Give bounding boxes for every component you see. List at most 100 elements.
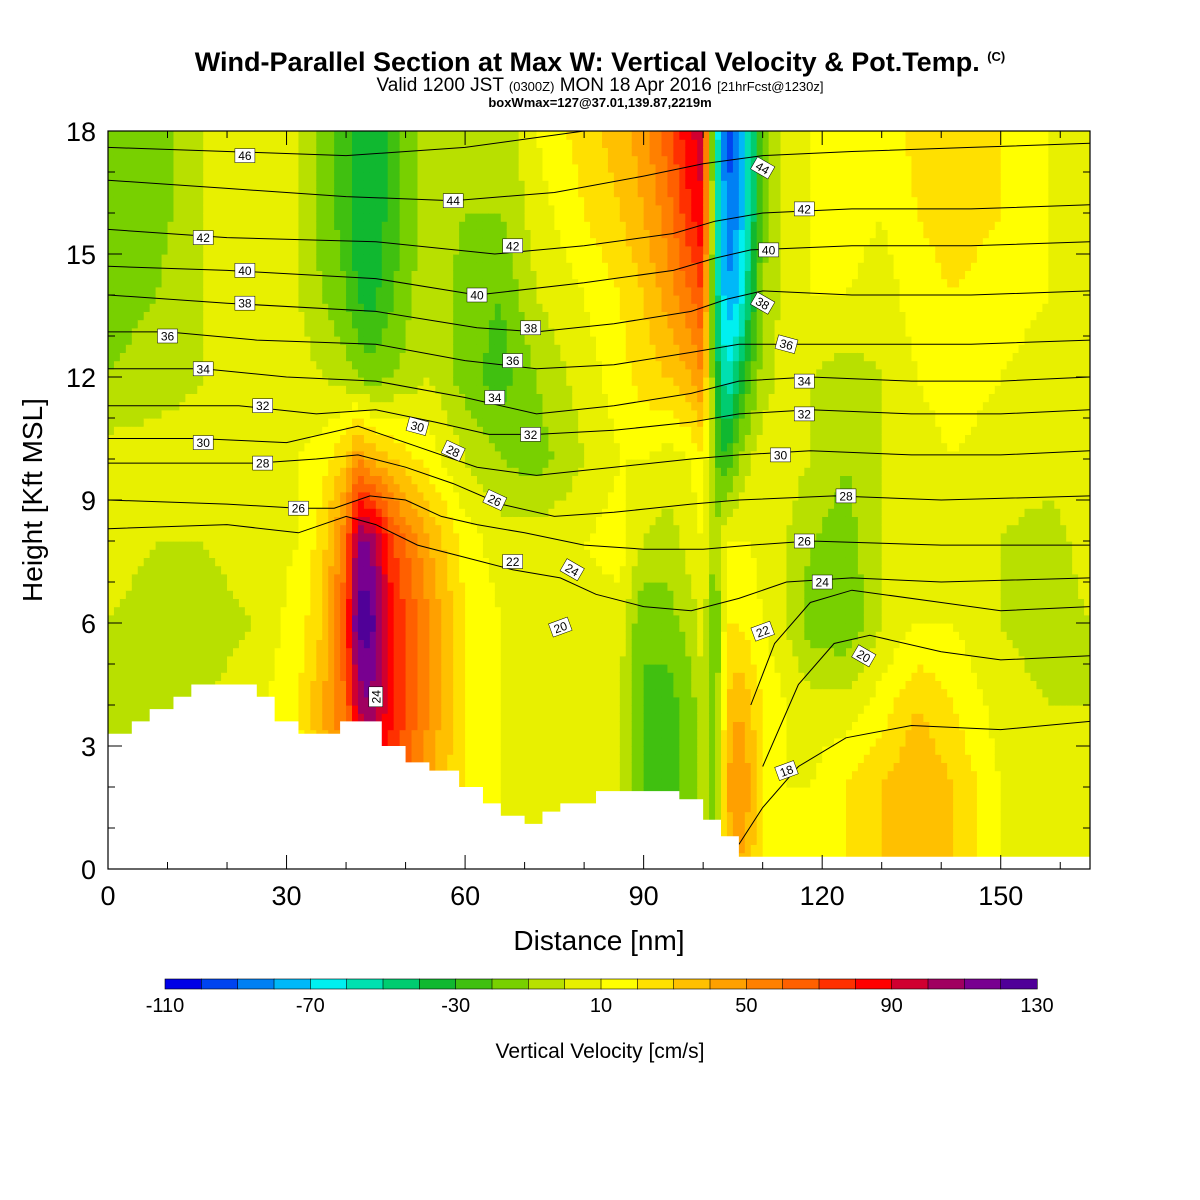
w-cell <box>363 336 371 345</box>
w-cell <box>304 426 311 435</box>
w-cell <box>244 541 252 550</box>
w-cell <box>375 278 383 288</box>
w-cell <box>286 213 294 222</box>
w-cell <box>203 450 210 460</box>
w-cell <box>369 401 377 411</box>
w-cell <box>357 196 365 206</box>
w-cell <box>149 245 157 255</box>
w-cell <box>387 721 395 731</box>
w-cell <box>173 623 181 632</box>
w-cell <box>209 344 216 353</box>
w-cell <box>399 516 407 526</box>
w-cell <box>108 131 115 140</box>
w-cell <box>197 418 204 427</box>
w-cell <box>244 286 252 296</box>
w-cell <box>268 221 276 230</box>
w-cell <box>185 680 192 690</box>
w-cell <box>143 483 151 493</box>
w-cell <box>167 393 175 403</box>
w-cell <box>286 491 294 501</box>
w-cell <box>274 696 282 706</box>
w-cell <box>423 500 430 509</box>
w-cell <box>381 582 389 591</box>
w-cell <box>108 705 115 714</box>
w-cell <box>423 590 430 599</box>
w-cell <box>137 286 145 296</box>
w-cell <box>357 319 365 329</box>
w-cell <box>125 377 133 386</box>
w-cell <box>340 139 347 148</box>
w-cell <box>375 245 383 255</box>
w-cell <box>328 442 335 452</box>
w-cell <box>411 377 419 386</box>
w-cell <box>369 270 377 280</box>
w-cell <box>405 147 413 157</box>
w-cell <box>227 295 234 304</box>
w-cell <box>173 172 181 181</box>
w-cell <box>322 664 329 673</box>
w-cell <box>221 541 228 550</box>
w-cell <box>352 434 359 444</box>
w-cell <box>209 221 216 230</box>
w-cell <box>316 631 323 640</box>
w-cell <box>310 508 317 517</box>
w-cell <box>232 327 240 337</box>
w-cell <box>125 475 133 485</box>
w-cell <box>346 475 353 485</box>
w-cell <box>262 254 270 263</box>
w-cell <box>334 647 341 657</box>
w-cell <box>340 450 347 460</box>
w-cell <box>405 475 413 485</box>
w-cell <box>387 229 395 239</box>
w-cell <box>393 664 401 673</box>
w-cell <box>316 311 323 321</box>
w-cell <box>334 188 341 198</box>
w-cell <box>131 705 139 714</box>
w-cell <box>429 172 436 181</box>
w-cell <box>185 278 192 288</box>
w-cell <box>256 155 264 165</box>
w-cell <box>149 360 157 370</box>
w-cell <box>268 614 276 624</box>
w-cell <box>369 213 377 222</box>
w-cell <box>352 229 359 239</box>
w-cell <box>113 352 121 362</box>
w-cell <box>328 491 335 501</box>
w-cell <box>286 131 294 140</box>
w-cell <box>215 524 222 534</box>
w-cell <box>411 434 419 444</box>
w-cell <box>215 172 222 181</box>
w-cell <box>298 549 305 558</box>
w-cell <box>286 418 294 427</box>
w-cell <box>161 196 169 206</box>
w-cell <box>322 524 329 534</box>
w-cell <box>125 172 133 181</box>
w-cell <box>203 131 210 140</box>
w-cell <box>369 582 377 591</box>
w-cell <box>238 139 246 148</box>
w-cell <box>280 393 288 403</box>
w-cell <box>113 688 121 698</box>
w-cell <box>393 434 401 444</box>
w-cell <box>304 229 311 239</box>
w-cell <box>387 139 395 148</box>
w-cell <box>191 262 198 271</box>
w-cell <box>256 475 264 485</box>
w-cell <box>334 639 341 649</box>
w-cell <box>352 549 359 558</box>
w-cell <box>381 221 389 230</box>
w-cell <box>375 500 383 509</box>
w-cell <box>155 418 163 427</box>
w-cell <box>232 442 240 452</box>
w-cell <box>250 549 258 558</box>
w-cell <box>113 196 121 206</box>
w-cell <box>131 385 139 394</box>
w-cell <box>411 442 419 452</box>
w-cell <box>191 450 198 460</box>
w-cell <box>405 573 413 583</box>
w-cell <box>268 565 276 575</box>
w-cell <box>125 368 133 378</box>
w-cell <box>221 442 228 452</box>
w-cell <box>250 336 258 345</box>
w-cell <box>357 172 365 181</box>
